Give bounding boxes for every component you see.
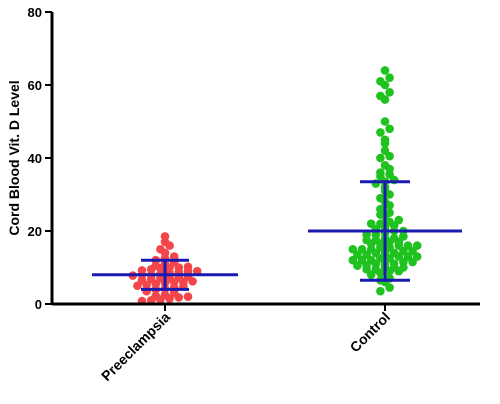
- y-ticks: 0 20 40 60 80: [28, 5, 52, 312]
- data-point: [376, 168, 385, 177]
- y-axis-title: Cord Blood Vit. D Level: [6, 80, 22, 235]
- data-point: [380, 161, 390, 170]
- data-point: [376, 128, 385, 137]
- data-point: [380, 146, 390, 155]
- data-point: [389, 234, 399, 243]
- data-point: [385, 124, 394, 134]
- data-point: [380, 135, 390, 145]
- x-category-label: Control: [347, 309, 394, 356]
- data-point: [137, 266, 147, 275]
- data-point: [357, 244, 367, 254]
- data-point: [183, 262, 193, 272]
- data-point: [151, 291, 161, 301]
- y-tick-label: 80: [28, 5, 42, 20]
- data-point: [156, 244, 165, 254]
- y-tick-label: 60: [28, 78, 42, 93]
- data-point: [348, 244, 358, 254]
- data-point: [169, 252, 179, 261]
- errorbars-layer: [92, 180, 462, 291]
- data-point: [403, 241, 413, 250]
- x-categories: Preeclampsia Control: [98, 304, 393, 384]
- y-tick-label: 20: [28, 224, 42, 239]
- data-point: [385, 73, 394, 82]
- data-point: [160, 290, 170, 300]
- data-point: [376, 286, 385, 296]
- data-point: [376, 204, 385, 214]
- data-point: [160, 232, 170, 241]
- data-point: [376, 219, 385, 228]
- data-point: [394, 215, 404, 225]
- points-layer: [128, 66, 422, 306]
- data-point: [376, 77, 385, 86]
- data-point: [380, 117, 390, 126]
- data-point: [385, 208, 394, 218]
- data-point: [376, 153, 385, 163]
- data-point: [376, 91, 385, 101]
- data-point: [366, 219, 376, 228]
- data-point: [183, 292, 193, 302]
- x-category-label: Preeclampsia: [98, 309, 173, 384]
- data-point: [385, 88, 394, 97]
- data-point: [380, 66, 390, 75]
- y-tick-label: 0: [35, 297, 42, 312]
- data-point: [376, 193, 385, 203]
- y-tick-label: 40: [28, 151, 42, 166]
- data-point: [412, 241, 422, 250]
